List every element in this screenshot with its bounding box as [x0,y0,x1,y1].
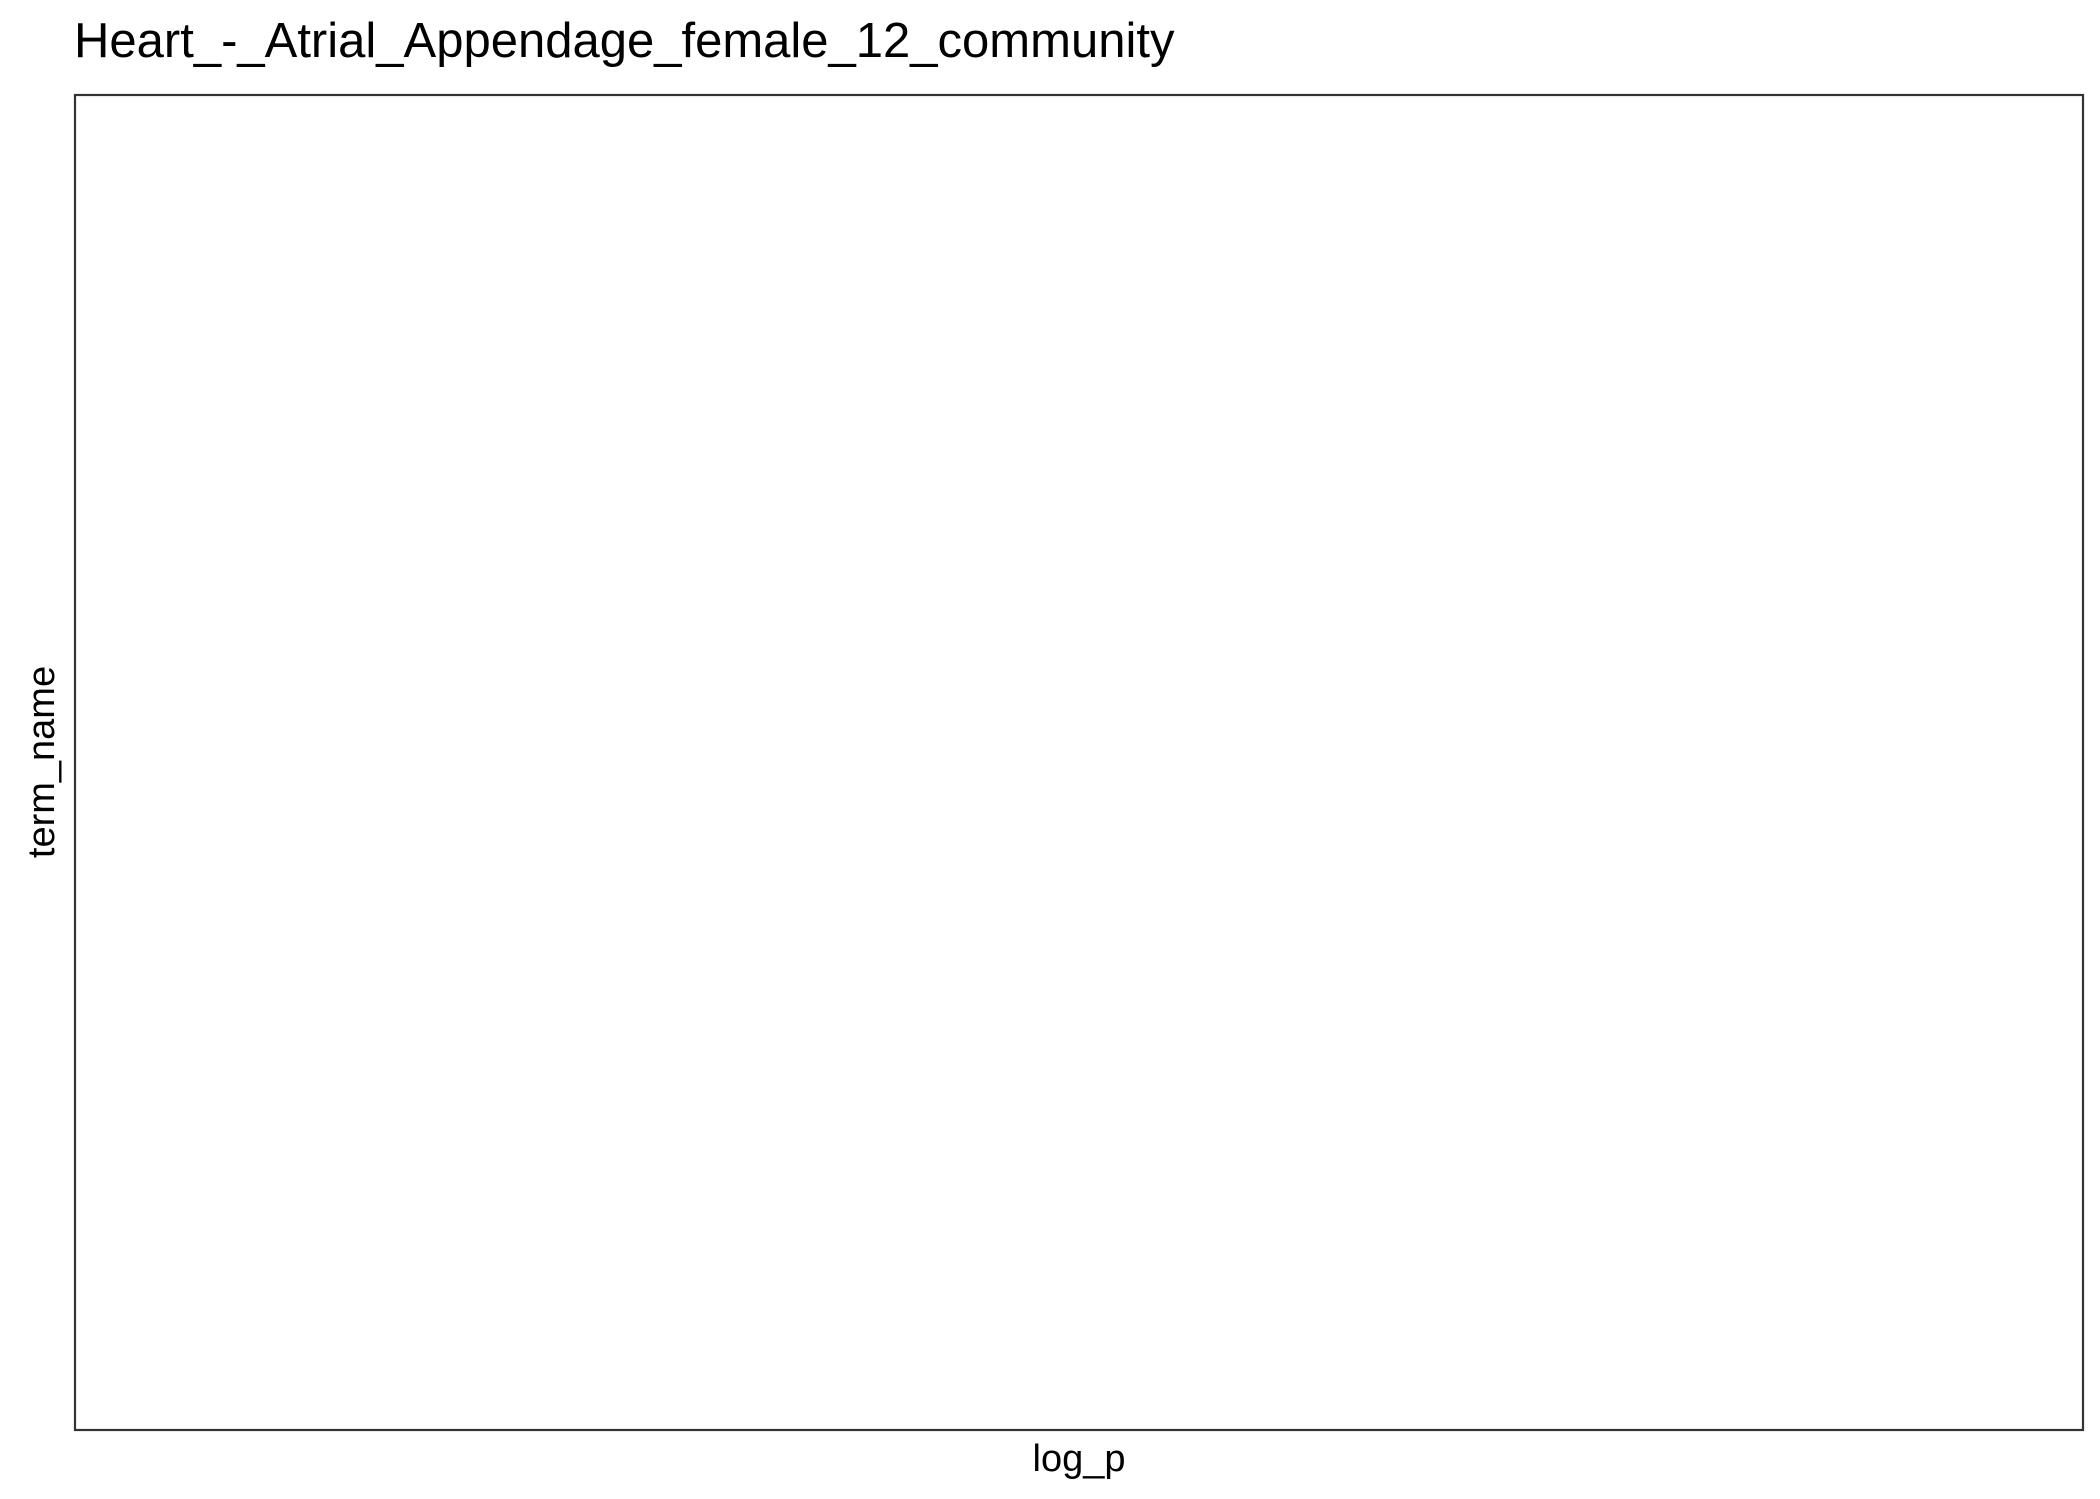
plot-panel [73,93,2085,1432]
y-axis-label: term_name [21,666,63,858]
x-axis-label: log_p [1033,1438,1126,1480]
chart-title: Heart_-_Atrial_Appendage_female_12_commu… [74,14,1175,68]
